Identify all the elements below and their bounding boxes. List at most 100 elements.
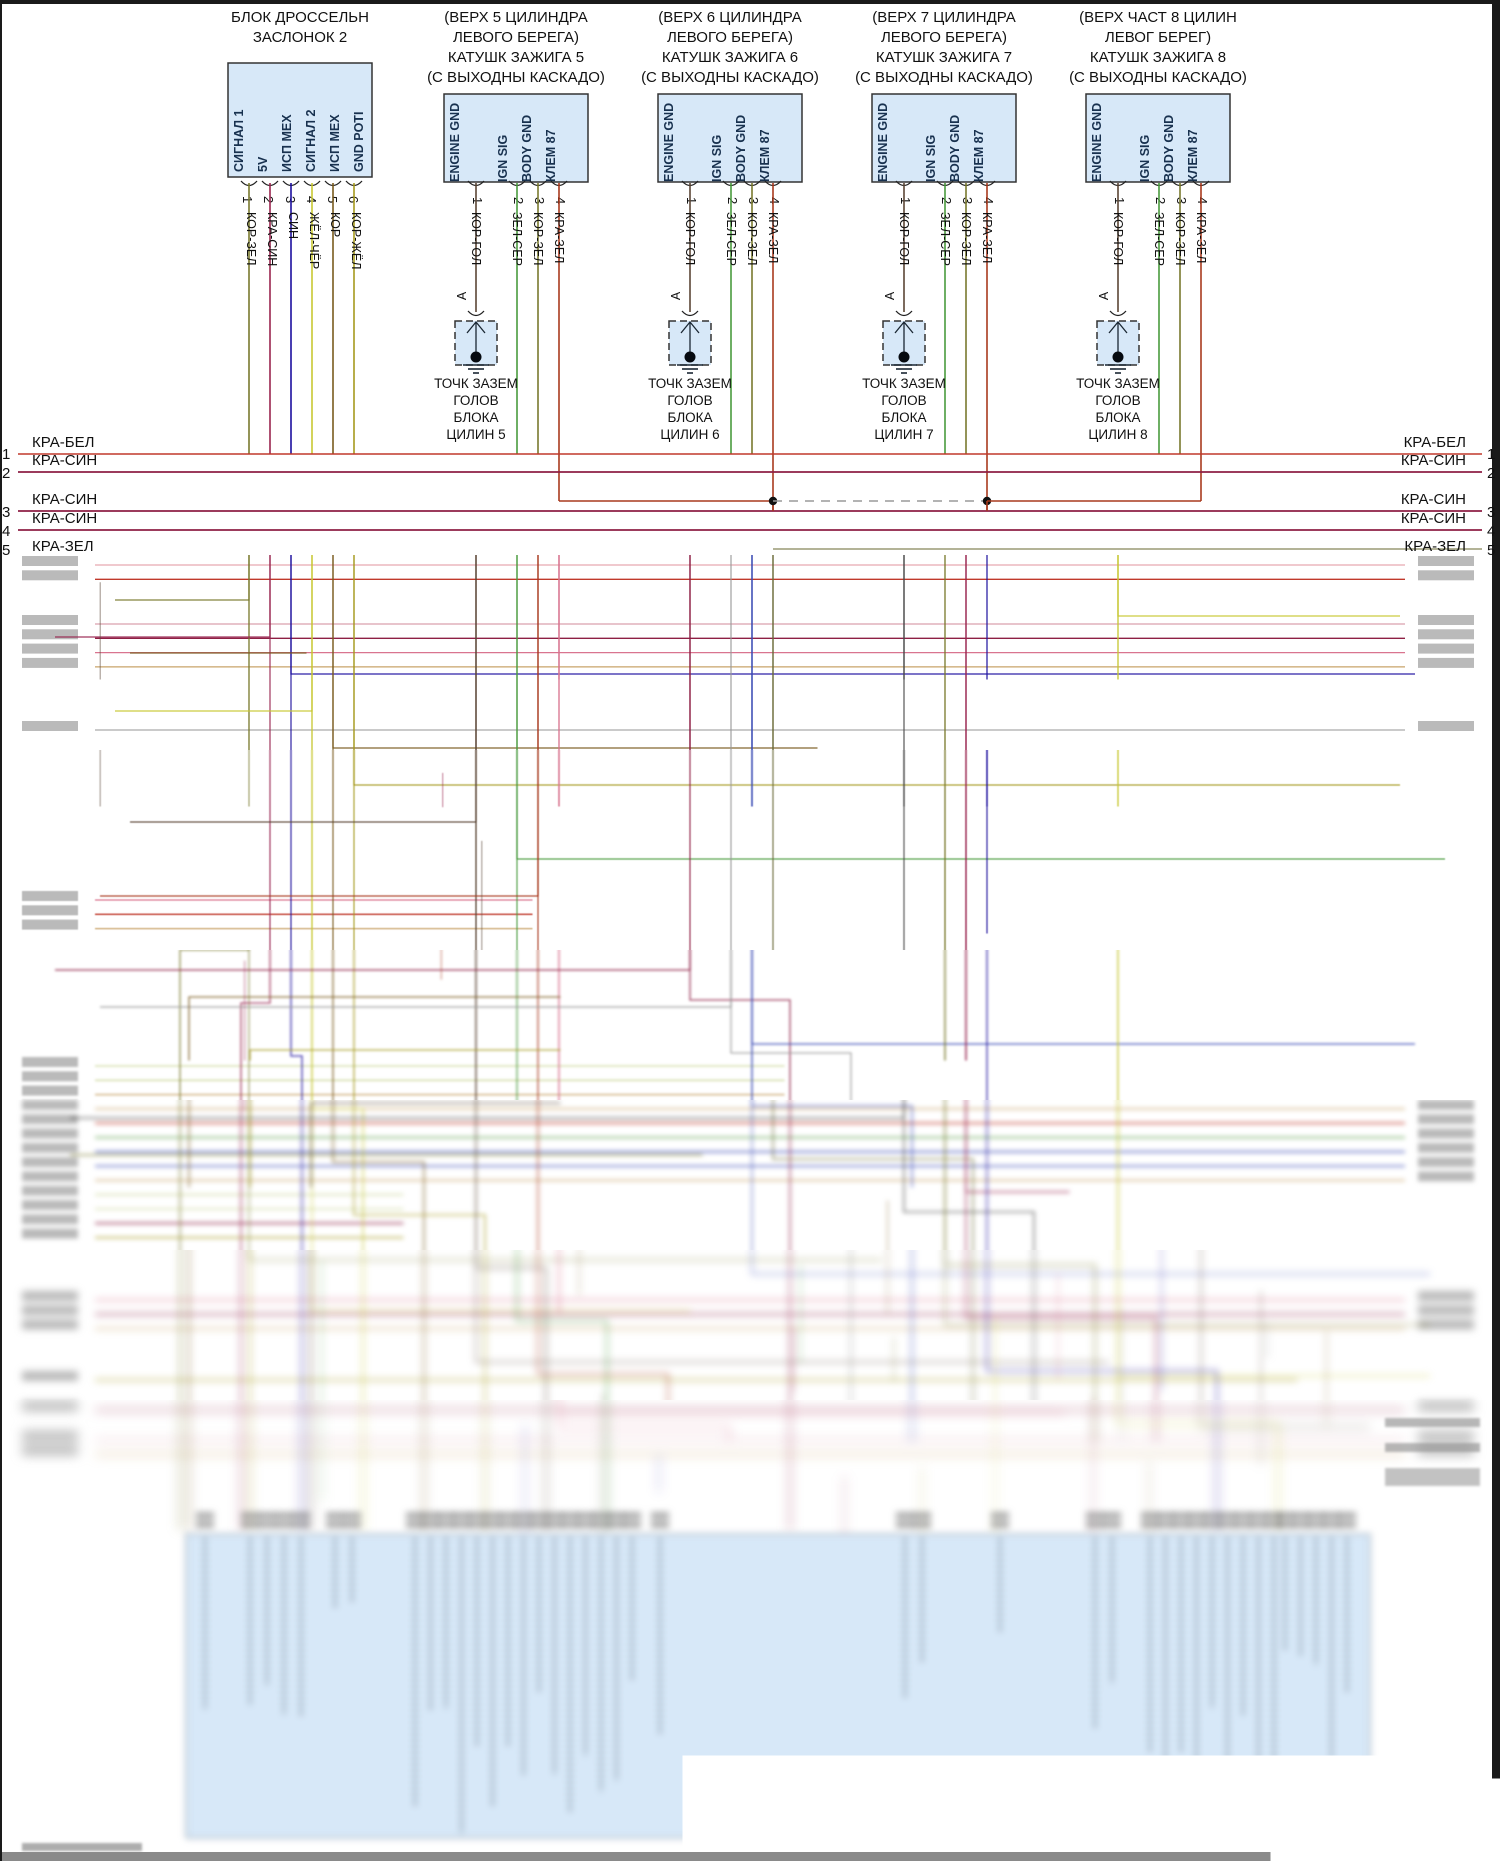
svg-text:2: 2	[939, 197, 954, 204]
svg-text:СИГНАЛ 1: СИГНАЛ 1	[232, 109, 246, 172]
svg-text:КРА-СИН: КРА-СИН	[1401, 491, 1466, 508]
svg-text:БЛОКА: БЛОКА	[667, 410, 712, 425]
svg-text:КРА-СИН: КРА-СИН	[32, 452, 97, 469]
svg-text:ЗЕЛ-СЕР: ЗЕЛ-СЕР	[724, 212, 738, 266]
svg-text:ЦИЛИН 8: ЦИЛИН 8	[1088, 427, 1147, 442]
svg-text:КРА-СИН: КРА-СИН	[32, 491, 97, 508]
svg-text:КРА-БЕЛ: КРА-БЕЛ	[1404, 434, 1466, 451]
svg-text:КАТУШК ЗАЖИГА 5: КАТУШК ЗАЖИГА 5	[448, 49, 584, 66]
svg-text:ЗЕЛ-СЕР: ЗЕЛ-СЕР	[510, 212, 524, 266]
svg-text:IGN SIG: IGN SIG	[710, 135, 724, 182]
svg-text:КРА-БЕЛ: КРА-БЕЛ	[32, 434, 94, 451]
svg-text:4: 4	[1487, 523, 1495, 540]
svg-text:3: 3	[1487, 504, 1495, 521]
svg-text:БЛОКА: БЛОКА	[1095, 410, 1140, 425]
svg-text:3: 3	[1174, 197, 1189, 204]
svg-text:КРА-ЗЕЛ: КРА-ЗЕЛ	[32, 538, 94, 555]
svg-text:КРА-ЗЕЛ: КРА-ЗЕЛ	[766, 212, 780, 263]
svg-text:КОР-ЗЕЛ: КОР-ЗЕЛ	[531, 212, 545, 265]
svg-text:КАТУШК ЗАЖИГА 6: КАТУШК ЗАЖИГА 6	[662, 49, 798, 66]
svg-text:4: 4	[767, 197, 782, 204]
svg-text:СИГНАЛ 2: СИГНАЛ 2	[304, 109, 318, 172]
svg-text:BODY GND: BODY GND	[734, 115, 748, 182]
svg-text:КОР-ЗЕЛ: КОР-ЗЕЛ	[244, 212, 258, 265]
svg-text:1: 1	[2, 446, 10, 463]
svg-text:ЛЕВОГО БЕРЕГА): ЛЕВОГО БЕРЕГА)	[881, 29, 1007, 46]
svg-text:ЗАСЛОНОК 2: ЗАСЛОНОК 2	[253, 29, 347, 46]
svg-text:КЛЕМ 87: КЛЕМ 87	[758, 129, 772, 182]
svg-text:1: 1	[898, 197, 913, 204]
svg-text:GND POTI: GND POTI	[352, 112, 366, 172]
svg-text:ЦИЛИН 7: ЦИЛИН 7	[874, 427, 933, 442]
svg-text:КОР-ГОЛ: КОР-ГОЛ	[1111, 212, 1125, 265]
svg-text:ТОЧК ЗАЗЕМ: ТОЧК ЗАЗЕМ	[862, 376, 946, 391]
svg-text:КРА-СИН: КРА-СИН	[32, 510, 97, 527]
svg-text:(ВЕРХ 7 ЦИЛИНДРА: (ВЕРХ 7 ЦИЛИНДРА	[872, 9, 1016, 26]
svg-text:КРА-СИН: КРА-СИН	[265, 212, 279, 266]
svg-text:КОР-ЖЁЛ: КОР-ЖЁЛ	[349, 212, 363, 269]
svg-text:4: 4	[2, 523, 10, 540]
svg-text:КАТУШК ЗАЖИГА 8: КАТУШК ЗАЖИГА 8	[1090, 49, 1226, 66]
svg-text:5: 5	[1487, 542, 1495, 559]
svg-text:4: 4	[1195, 197, 1210, 204]
svg-text:КОР-ГОЛ: КОР-ГОЛ	[469, 212, 483, 265]
svg-text:ЛЕВОГО БЕРЕГА): ЛЕВОГО БЕРЕГА)	[453, 29, 579, 46]
svg-text:IGN SIG: IGN SIG	[496, 135, 510, 182]
svg-text:(ВЕРХ 6 ЦИЛИНДРА: (ВЕРХ 6 ЦИЛИНДРА	[658, 9, 802, 26]
svg-text:КЛЕМ 87: КЛЕМ 87	[544, 129, 558, 182]
svg-text:ТОЧК ЗАЗЕМ: ТОЧК ЗАЗЕМ	[434, 376, 518, 391]
svg-text:3: 3	[746, 197, 761, 204]
svg-text:КРА-СИН: КРА-СИН	[1401, 452, 1466, 469]
svg-text:4: 4	[553, 197, 568, 204]
svg-text:A: A	[1097, 291, 1111, 300]
svg-text:БЛОКА: БЛОКА	[881, 410, 926, 425]
svg-text:ЛЕВОГ БЕРЕГ): ЛЕВОГ БЕРЕГ)	[1105, 29, 1211, 46]
svg-text:A: A	[883, 291, 897, 300]
svg-text:2: 2	[1487, 465, 1495, 482]
svg-text:1: 1	[1112, 197, 1127, 204]
svg-text:КОР: КОР	[328, 212, 342, 237]
svg-text:КОР-ГОЛ: КОР-ГОЛ	[683, 212, 697, 265]
svg-text:ИСП МЕХ: ИСП МЕХ	[280, 114, 294, 172]
svg-text:(С ВЫХОДНЫ КАСКАДО): (С ВЫХОДНЫ КАСКАДО)	[1069, 69, 1247, 86]
svg-text:1: 1	[1487, 446, 1495, 463]
svg-text:ЛЕВОГО БЕРЕГА): ЛЕВОГО БЕРЕГА)	[667, 29, 793, 46]
svg-text:ГОЛОВ: ГОЛОВ	[1095, 393, 1140, 408]
svg-text:СИН: СИН	[286, 212, 300, 239]
svg-text:2: 2	[1153, 197, 1168, 204]
svg-text:1: 1	[684, 197, 699, 204]
svg-text:ГОЛОВ: ГОЛОВ	[453, 393, 498, 408]
svg-text:КАТУШК ЗАЖИГА 7: КАТУШК ЗАЖИГА 7	[876, 49, 1012, 66]
svg-text:ENGINE GND: ENGINE GND	[448, 103, 462, 182]
svg-text:BODY GND: BODY GND	[1162, 115, 1176, 182]
svg-text:(С ВЫХОДНЫ КАСКАДО): (С ВЫХОДНЫ КАСКАДО)	[427, 69, 605, 86]
svg-text:2: 2	[725, 197, 740, 204]
svg-text:ENGINE GND: ENGINE GND	[1090, 103, 1104, 182]
svg-text:IGN SIG: IGN SIG	[924, 135, 938, 182]
svg-text:КРА-СИН: КРА-СИН	[1401, 510, 1466, 527]
svg-text:3: 3	[2, 504, 10, 521]
svg-text:(С ВЫХОДНЫ КАСКАДО): (С ВЫХОДНЫ КАСКАДО)	[855, 69, 1033, 86]
svg-text:КЛЕМ 87: КЛЕМ 87	[1186, 129, 1200, 182]
svg-text:4: 4	[981, 197, 996, 204]
svg-text:IGN SIG: IGN SIG	[1138, 135, 1152, 182]
svg-text:ENGINE GND: ENGINE GND	[876, 103, 890, 182]
svg-text:ЗЕЛ-СЕР: ЗЕЛ-СЕР	[938, 212, 952, 266]
svg-text:1: 1	[470, 197, 485, 204]
svg-text:ЗЕЛ-СЕР: ЗЕЛ-СЕР	[1152, 212, 1166, 266]
svg-text:КОР-ГОЛ: КОР-ГОЛ	[897, 212, 911, 265]
svg-text:КРА-ЗЕЛ: КРА-ЗЕЛ	[1404, 538, 1466, 555]
svg-text:КОР-ЗЕЛ: КОР-ЗЕЛ	[745, 212, 759, 265]
svg-text:ЦИЛИН 5: ЦИЛИН 5	[446, 427, 505, 442]
svg-text:BODY GND: BODY GND	[520, 115, 534, 182]
svg-text:ГОЛОВ: ГОЛОВ	[667, 393, 712, 408]
svg-text:КРА-ЗЕЛ: КРА-ЗЕЛ	[1194, 212, 1208, 263]
svg-text:(С ВЫХОДНЫ КАСКАДО): (С ВЫХОДНЫ КАСКАДО)	[641, 69, 819, 86]
svg-text:БЛОК ДРОССЕЛЬН: БЛОК ДРОССЕЛЬН	[231, 9, 369, 26]
svg-text:A: A	[455, 291, 469, 300]
svg-text:ИСП МЕХ: ИСП МЕХ	[328, 114, 342, 172]
svg-text:ГОЛОВ: ГОЛОВ	[881, 393, 926, 408]
svg-text:ТОЧК ЗАЗЕМ: ТОЧК ЗАЗЕМ	[1076, 376, 1160, 391]
svg-text:3: 3	[532, 197, 547, 204]
svg-text:(ВЕРХ 5 ЦИЛИНДРА: (ВЕРХ 5 ЦИЛИНДРА	[444, 9, 588, 26]
